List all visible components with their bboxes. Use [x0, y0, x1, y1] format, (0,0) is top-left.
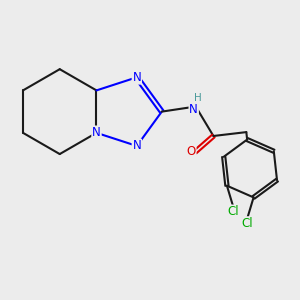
Text: N: N	[133, 71, 141, 84]
Text: N: N	[189, 103, 198, 116]
Text: N: N	[133, 140, 141, 152]
Text: Cl: Cl	[227, 206, 239, 218]
Text: N: N	[92, 126, 101, 139]
Text: H: H	[194, 93, 202, 103]
Text: O: O	[187, 146, 196, 158]
Text: Cl: Cl	[242, 217, 253, 230]
